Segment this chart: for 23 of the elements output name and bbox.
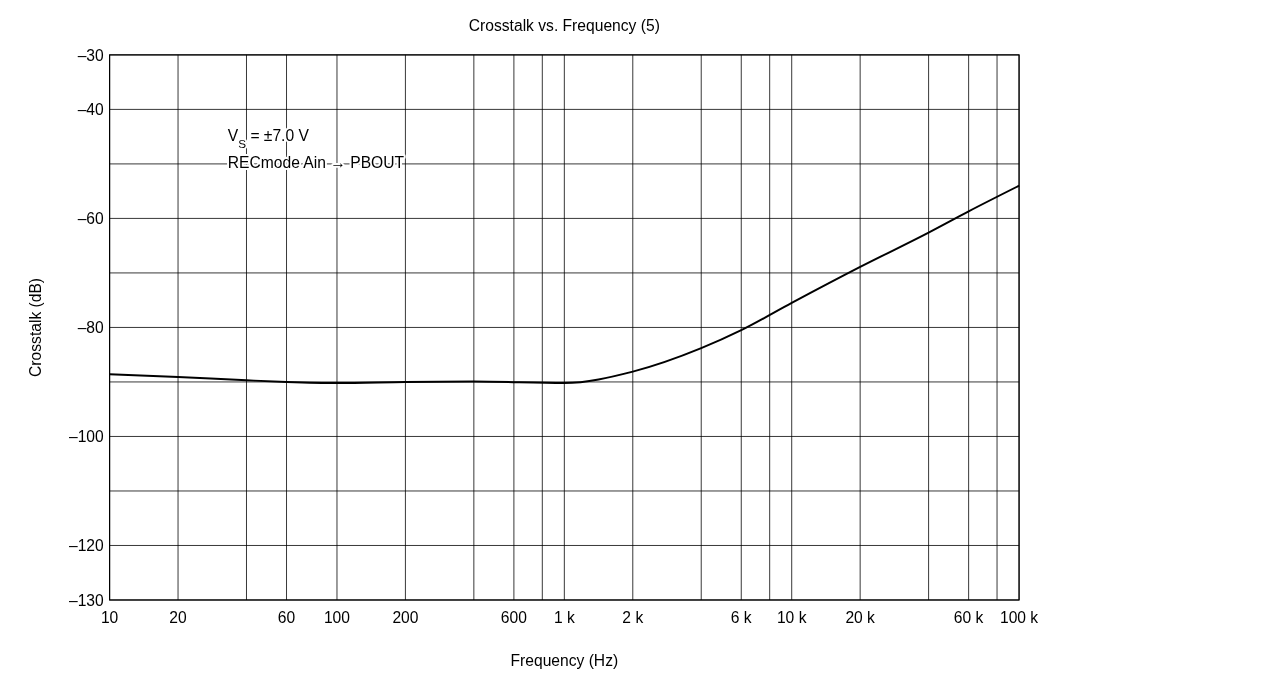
x-tick-label: 10 k: [776, 609, 807, 627]
x-tick-label: 20: [169, 609, 188, 627]
x-tick-label: 10: [100, 609, 119, 627]
x-tick-label: 60: [277, 609, 296, 627]
x-tick-label: 200: [392, 609, 419, 627]
x-axis-title: Frequency (Hz): [510, 652, 619, 670]
x-tick-label: 60 k: [953, 609, 984, 627]
x-tick-label: 6 k: [730, 609, 752, 627]
y-axis-title: Crosstalk (dB): [27, 277, 45, 377]
x-tick-label: 100 k: [999, 609, 1039, 627]
x-tick-label: 600: [500, 609, 528, 627]
x-tick-label: 1 k: [553, 609, 575, 627]
x-tick-label: 100: [323, 609, 351, 627]
y-tick-label: –120: [68, 537, 105, 555]
y-tick-label: –30: [77, 46, 105, 64]
y-tick-label: –60: [77, 210, 105, 228]
y-tick-label: –130: [68, 591, 105, 609]
y-tick-label: –100: [68, 428, 105, 446]
chart-title: Crosstalk vs. Frequency (5): [468, 17, 660, 35]
y-tick-label: –80: [77, 319, 105, 337]
x-tick-label: 2 k: [622, 609, 644, 627]
y-tick-label: –40: [77, 101, 105, 119]
x-tick-label: 20 k: [845, 609, 876, 627]
